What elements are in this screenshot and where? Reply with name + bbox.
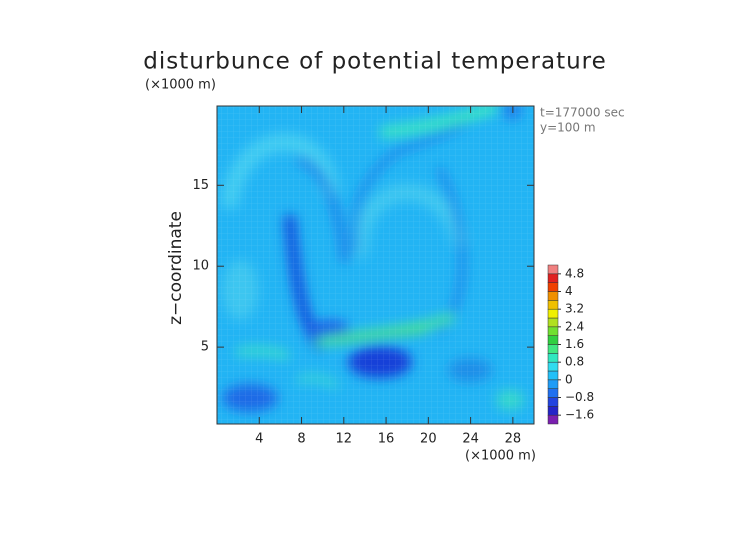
- x-tick-label: 12: [336, 432, 353, 447]
- colorbar-cell: [547, 370, 559, 381]
- x-tick-label: 4: [255, 432, 263, 447]
- colorbar-label: 3.2: [565, 302, 584, 316]
- y-tick-label: 10: [192, 259, 209, 274]
- colorbar-cell: [547, 308, 559, 319]
- colorbar-cell: [547, 344, 559, 354]
- x-tick-label: 28: [505, 432, 522, 447]
- colorbar-cell: [547, 273, 559, 283]
- colorbar-cell: [547, 397, 559, 407]
- colorbar-cell: [547, 353, 559, 363]
- colorbar-label: 0: [565, 372, 573, 386]
- colorbar-cell: [547, 291, 559, 301]
- colorbar-label: 0.8: [565, 355, 584, 369]
- y-tick-label: 5: [201, 340, 209, 355]
- colorbar-cell: [547, 406, 559, 416]
- colorbar-label: −0.8: [565, 390, 594, 404]
- y-unit: (×1000 m): [145, 78, 216, 93]
- colorbar-cell: [547, 388, 559, 398]
- colorbar-cell: [547, 414, 559, 425]
- x-unit: (×1000 m): [465, 449, 536, 464]
- field: [217, 106, 534, 424]
- colorbar-label: 4: [565, 284, 573, 298]
- chart-title: disturbunce of potential temperature: [143, 49, 607, 75]
- y-axis-label: z−coordinate: [166, 211, 186, 325]
- colorbar-cell: [547, 300, 559, 310]
- plot-frame: [216, 105, 535, 425]
- colorbar-label: 2.4: [565, 319, 584, 333]
- colorbar-label: 1.6: [565, 337, 584, 351]
- annotation: y=100 m: [540, 121, 596, 135]
- colorbar-cell: [547, 317, 559, 328]
- colorbar-label: −1.6: [565, 408, 594, 422]
- colorbar-cell: [547, 335, 559, 345]
- annotation: t=177000 sec: [540, 106, 625, 120]
- x-tick-label: 16: [378, 432, 395, 447]
- colorbar-label: 4.8: [565, 266, 584, 280]
- colorbar-cell: [547, 282, 559, 292]
- colorbar-cell: [547, 379, 559, 389]
- x-tick-label: 20: [420, 432, 437, 447]
- colorbar-cell: [547, 361, 559, 372]
- dynamic: 4 8 12 16 20 24 28 5 10 15 −1.6 −0.8 0 0.8 1.6 2.4 3.2 4 4…: [192, 106, 594, 447]
- colorbar-cell: [547, 264, 559, 275]
- y-tick-label: 15: [192, 178, 209, 193]
- x-tick-label: 8: [297, 432, 305, 447]
- colorbar-cell: [547, 326, 559, 336]
- x-tick-label: 24: [462, 432, 479, 447]
